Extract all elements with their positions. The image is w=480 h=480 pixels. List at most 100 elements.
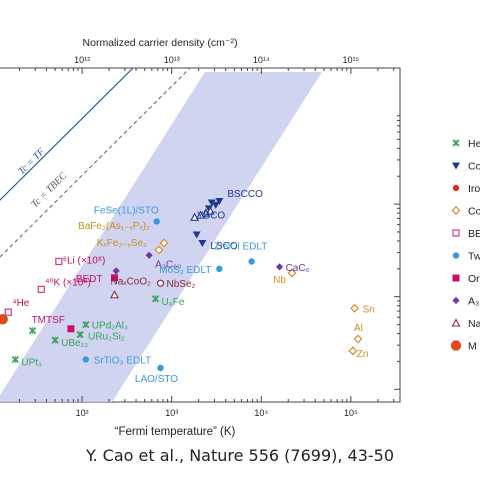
- data-point: [215, 198, 224, 206]
- legend-marker: [451, 206, 461, 215]
- top-tick-label: 10¹³: [164, 55, 180, 65]
- point-label: URu₂Si₂: [88, 332, 125, 343]
- legend-marker: [452, 139, 460, 147]
- data-point: [156, 279, 165, 287]
- data-point: [216, 265, 223, 273]
- data-point: [0, 314, 8, 325]
- data-point: [111, 274, 119, 282]
- data-point: [76, 330, 84, 339]
- top-axis-label: Normalized carrier density (cm⁻²): [83, 37, 238, 49]
- legend-label: Co: [468, 206, 480, 218]
- x-tick-label: 10⁴: [254, 408, 268, 418]
- data-point: [37, 285, 45, 293]
- point-label: ZrNCl EDLT: [214, 241, 268, 252]
- point-label: FeSe(1L)/STO: [94, 205, 159, 216]
- legend-label: Tw: [468, 251, 480, 263]
- legend-label: He: [468, 138, 480, 150]
- point-label: Sn: [363, 304, 375, 315]
- data-point: [153, 218, 160, 225]
- legend-label: M: [468, 341, 477, 353]
- data-point: [55, 257, 63, 266]
- legend-label: Or: [468, 273, 480, 285]
- data-point: [51, 336, 59, 344]
- point-label: BEDT: [76, 274, 103, 285]
- point-label: BaFe₂(As₁₋ₓPₓ)₂: [78, 221, 150, 232]
- top-tick-label: 10¹⁵: [343, 55, 360, 65]
- point-label: ⁶Li (×10⁸): [63, 255, 106, 266]
- point-label: Nb: [273, 275, 286, 286]
- legend-marker: [452, 162, 460, 170]
- legend-marker: [452, 274, 460, 282]
- data-point: [157, 364, 164, 372]
- tc-tf-label: Tc = TF: [16, 146, 47, 177]
- citation: Y. Cao et al., Nature 556 (7699), 43-50: [85, 446, 395, 465]
- legend-label: Co: [468, 161, 480, 173]
- data-point: [205, 206, 215, 215]
- legend-label: BE: [468, 228, 480, 240]
- data-point: [348, 346, 358, 356]
- data-point: [67, 325, 75, 333]
- legend-marker: [452, 296, 460, 305]
- point-label: MoS₂ EDLT: [159, 265, 211, 276]
- data-point: [82, 356, 90, 363]
- legend-marker: [450, 340, 462, 351]
- tc-tbec-label: Tc = TBEC: [29, 170, 69, 210]
- point-label: Zn: [357, 349, 369, 360]
- legend-marker: [452, 252, 460, 259]
- data-point: [192, 231, 201, 239]
- data-point: [287, 268, 297, 278]
- point-label: KₓFe₂₋ᵧSe₂: [97, 238, 147, 249]
- point-label: ⁴He: [12, 298, 30, 309]
- legend-label: Na: [468, 318, 480, 330]
- point-label: UPt₃: [21, 357, 42, 368]
- tc-tbec-line: [0, 67, 191, 258]
- data-point: [11, 355, 20, 364]
- point-label: A₃C₆₀: [155, 259, 181, 270]
- data-point: [275, 263, 284, 271]
- data-point: [112, 267, 120, 275]
- data-point: [28, 327, 37, 335]
- top-tick-label: 10¹⁴: [253, 55, 270, 65]
- point-label: LAO/STO: [135, 374, 178, 385]
- x-tick-label: 10³: [165, 408, 178, 418]
- point-label: SrTiO₃ EDLT: [94, 355, 151, 366]
- data-point: [353, 334, 363, 344]
- point-label: U₆Fe: [162, 297, 185, 308]
- data-point: [207, 199, 216, 207]
- legend-marker: [452, 229, 460, 237]
- point-label: NbSe₂: [167, 279, 196, 290]
- legend-label: A₃: [468, 296, 479, 308]
- point-label: LSCO: [210, 241, 237, 252]
- data-point: [110, 290, 119, 299]
- top-tick-label: 10¹²: [74, 55, 90, 65]
- legend-label: Iro: [468, 183, 480, 195]
- data-point: [198, 240, 207, 248]
- data-point: [350, 303, 360, 313]
- x-tick-label: 10²: [76, 408, 89, 418]
- data-point: [204, 205, 213, 213]
- data-point: [211, 201, 220, 209]
- x-tick-label: 10⁵: [344, 408, 358, 418]
- unconventional-band: [0, 72, 322, 402]
- point-label: UPd₂Al₃: [92, 321, 128, 332]
- data-point: [82, 320, 90, 329]
- point-label: CaC₆: [286, 263, 310, 274]
- point-label: NaₓCoO₂: [111, 277, 152, 288]
- point-label: UBe₁₃: [61, 338, 88, 349]
- data-point: [154, 245, 164, 255]
- tc-tf-line: [0, 67, 134, 201]
- data-point: [159, 238, 169, 248]
- point-label: BSCCO: [227, 189, 263, 200]
- data-point: [248, 258, 255, 265]
- legend-marker: [452, 184, 460, 192]
- data-point: [4, 308, 12, 316]
- point-label: Al: [354, 323, 363, 334]
- data-point: [151, 295, 160, 303]
- point-label: ⁴⁰K (×10⁸): [45, 277, 91, 288]
- data-point: [145, 251, 153, 259]
- point-label: TMTSF: [32, 315, 65, 326]
- legend-marker: [451, 318, 461, 327]
- point-label: YBCO: [197, 210, 226, 221]
- x-axis-label: “Fermi temperature” (K): [115, 426, 236, 438]
